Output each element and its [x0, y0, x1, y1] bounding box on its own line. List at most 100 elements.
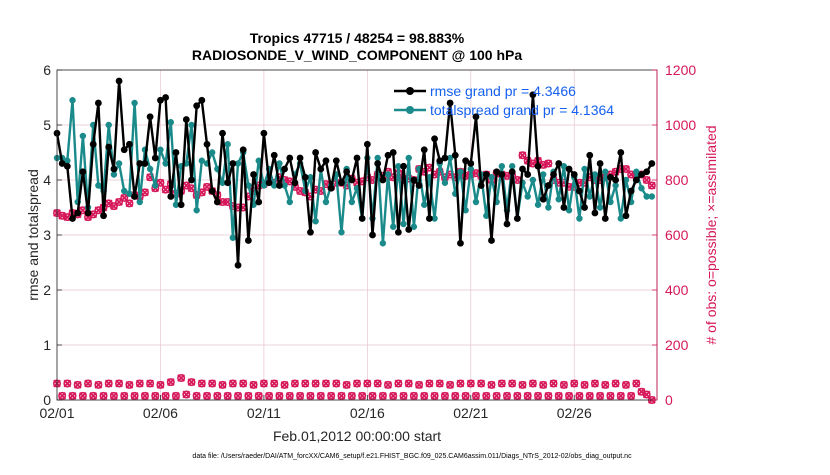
obs-assimilated-marker	[337, 392, 346, 400]
rmse-point	[162, 94, 170, 101]
obs-possible-marker	[389, 391, 398, 400]
spread-point	[95, 182, 102, 189]
y-right-tick-label: 1000	[665, 117, 696, 133]
y-tick-label: 0	[43, 392, 51, 408]
rmse-point	[301, 173, 309, 181]
legend-rmse-marker	[406, 87, 414, 95]
obs-assimilated-marker	[616, 392, 625, 400]
obs-assimilated-marker	[647, 181, 656, 190]
rmse-point	[343, 168, 351, 176]
obs-possible-marker	[518, 151, 527, 160]
obs-possible-marker	[544, 159, 553, 168]
obs-possible-marker	[352, 379, 361, 388]
legend-spread-label: totalspread grand pr = 4.1364	[430, 102, 614, 118]
obs-assimilated-marker	[161, 185, 170, 194]
rmse-point	[177, 201, 185, 209]
obs-assimilated-marker	[389, 392, 398, 400]
obs-possible-marker	[559, 380, 568, 389]
obs-possible-marker	[99, 391, 108, 400]
obs-possible-marker	[492, 391, 501, 400]
obs-assimilated-marker	[534, 392, 542, 400]
rmse-point	[348, 176, 356, 184]
y-right-tick-label: 0	[665, 392, 673, 408]
rmse-point	[617, 149, 625, 156]
rmse-point	[420, 146, 428, 154]
obs-possible-marker	[228, 379, 237, 388]
obs-possible-marker	[125, 380, 134, 389]
obs-possible-marker	[642, 390, 651, 399]
obs-assimilated-marker	[420, 392, 429, 400]
obs-possible-marker	[585, 391, 594, 400]
rmse-point	[167, 193, 175, 200]
obs-assimilated-marker	[182, 390, 191, 399]
obs-assimilated-marker	[125, 199, 134, 208]
obs-possible-marker	[120, 391, 129, 400]
obs-possible-marker	[539, 380, 548, 389]
obs-assimilated-marker	[379, 392, 387, 400]
spread-point	[245, 182, 252, 189]
obs-possible-marker	[244, 391, 253, 400]
obs-possible-marker	[254, 391, 263, 400]
obs-possible-marker	[446, 380, 455, 389]
obs-assimilated-marker	[172, 392, 180, 400]
obs-possible-marker	[523, 391, 532, 400]
spread-point	[162, 160, 169, 167]
rmse-point	[570, 171, 578, 178]
obs-possible-marker	[461, 391, 470, 400]
obs-possible-marker	[327, 391, 336, 400]
x-tick-label: 02/06	[143, 405, 178, 421]
rmse-point	[431, 135, 438, 143]
obs-possible-marker	[156, 380, 165, 389]
obs-possible-marker	[513, 391, 522, 400]
obs-assimilated-marker	[503, 392, 511, 400]
obs-assimilated-marker	[446, 381, 454, 389]
rmse-point	[265, 179, 273, 187]
obs-possible-marker	[270, 379, 279, 388]
obs-possible-marker	[259, 379, 268, 388]
rmse-point	[198, 96, 206, 104]
obs-assimilated-marker	[130, 392, 139, 400]
obs-possible-marker	[616, 391, 625, 400]
obs-possible-marker	[213, 391, 222, 400]
rmse-point	[203, 140, 211, 148]
rmse-point	[136, 160, 144, 167]
obs-assimilated-marker	[239, 379, 248, 388]
obs-assimilated-marker	[585, 392, 594, 400]
rmse-point	[338, 179, 345, 187]
obs-possible-marker	[575, 391, 584, 400]
obs-possible-marker	[466, 379, 475, 388]
rmse-point	[79, 168, 87, 176]
obs-possible-marker	[84, 379, 93, 388]
obs-assimilated-marker	[513, 392, 522, 400]
obs-assimilated-marker	[373, 379, 382, 388]
obs-assimilated-marker	[363, 379, 372, 388]
obs-possible-marker	[332, 379, 341, 388]
rmse-point	[312, 149, 320, 156]
obs-assimilated-marker	[642, 176, 651, 184]
spread-point	[643, 193, 650, 200]
rmse-point	[462, 157, 470, 165]
spread-point	[110, 171, 118, 178]
y-right-tick-label: 600	[665, 227, 689, 243]
obs-assimilated-marker	[296, 392, 304, 400]
data-file-footer: data file: /Users/raeder/DAI/ATM_forcXX/…	[192, 453, 632, 460]
rmse-point	[544, 182, 552, 189]
rmse-point	[188, 176, 195, 184]
rmse-point	[591, 209, 599, 217]
rmse-point	[493, 168, 501, 176]
obs-assimilated-marker	[203, 392, 211, 400]
obs-possible-marker	[203, 182, 212, 191]
obs-assimilated-marker	[208, 379, 217, 388]
spread-point	[555, 196, 562, 203]
obs-possible-marker	[425, 379, 434, 388]
obs-possible-marker	[135, 379, 144, 388]
obs-possible-marker	[399, 391, 408, 400]
rmse-point	[110, 165, 118, 173]
rmse-point	[513, 215, 521, 222]
spread-point	[271, 182, 278, 189]
spread-point	[498, 163, 506, 170]
obs-possible-marker	[373, 379, 382, 388]
obs-possible-marker	[435, 379, 444, 388]
obs-possible-marker	[161, 391, 170, 400]
obs-assimilated-marker	[368, 392, 377, 400]
